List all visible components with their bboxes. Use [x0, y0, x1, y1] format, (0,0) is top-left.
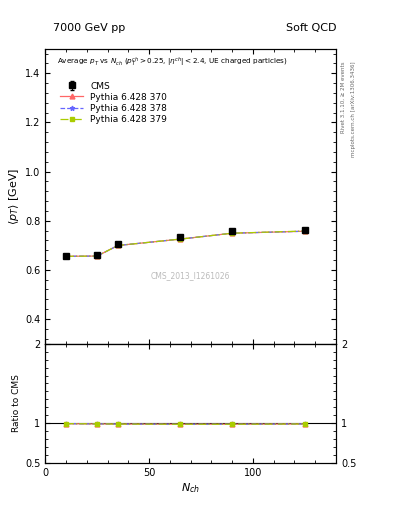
Line: Pythia 6.428 378: Pythia 6.428 378 [64, 229, 307, 259]
Pythia 6.428 370 [178, 236, 183, 242]
Pythia 6.428 378 [116, 242, 120, 248]
Pythia 6.428 378 [178, 236, 183, 242]
X-axis label: $N_{ch}$: $N_{ch}$ [181, 481, 200, 495]
Pythia 6.428 379 [116, 242, 120, 248]
Pythia 6.428 379 [95, 253, 99, 259]
Text: Soft QCD: Soft QCD [286, 23, 336, 33]
Pythia 6.428 378 [64, 253, 68, 260]
Text: Rivet 3.1.10, ≥ 2M events: Rivet 3.1.10, ≥ 2M events [341, 61, 346, 133]
Line: Pythia 6.428 370: Pythia 6.428 370 [64, 229, 307, 259]
Text: 7000 GeV pp: 7000 GeV pp [53, 23, 125, 33]
Pythia 6.428 370 [64, 253, 68, 260]
Pythia 6.428 379 [178, 236, 183, 242]
Y-axis label: Ratio to CMS: Ratio to CMS [12, 374, 21, 433]
Pythia 6.428 370 [95, 253, 99, 259]
Legend: CMS, Pythia 6.428 370, Pythia 6.428 378, Pythia 6.428 379: CMS, Pythia 6.428 370, Pythia 6.428 378,… [59, 80, 169, 126]
Y-axis label: $\langle p_T \rangle$ [GeV]: $\langle p_T \rangle$ [GeV] [7, 167, 21, 225]
Text: CMS_2013_I1261026: CMS_2013_I1261026 [151, 271, 230, 280]
Pythia 6.428 378 [230, 230, 235, 236]
Pythia 6.428 379 [230, 230, 235, 236]
Pythia 6.428 379 [303, 228, 307, 234]
Pythia 6.428 378 [303, 228, 307, 234]
Text: Average $p_T$ vs $N_{ch}$ ($p_T^{ch}>0.25$, $|\eta^{ch}|<2.4$, UE charged partic: Average $p_T$ vs $N_{ch}$ ($p_T^{ch}>0.2… [57, 56, 288, 69]
Pythia 6.428 379 [64, 253, 68, 260]
Pythia 6.428 370 [230, 230, 235, 236]
Pythia 6.428 370 [116, 242, 120, 248]
Pythia 6.428 378 [95, 253, 99, 259]
Pythia 6.428 370 [303, 228, 307, 234]
Text: mcplots.cern.ch [arXiv:1306.3436]: mcplots.cern.ch [arXiv:1306.3436] [351, 61, 356, 157]
Line: Pythia 6.428 379: Pythia 6.428 379 [64, 228, 307, 259]
